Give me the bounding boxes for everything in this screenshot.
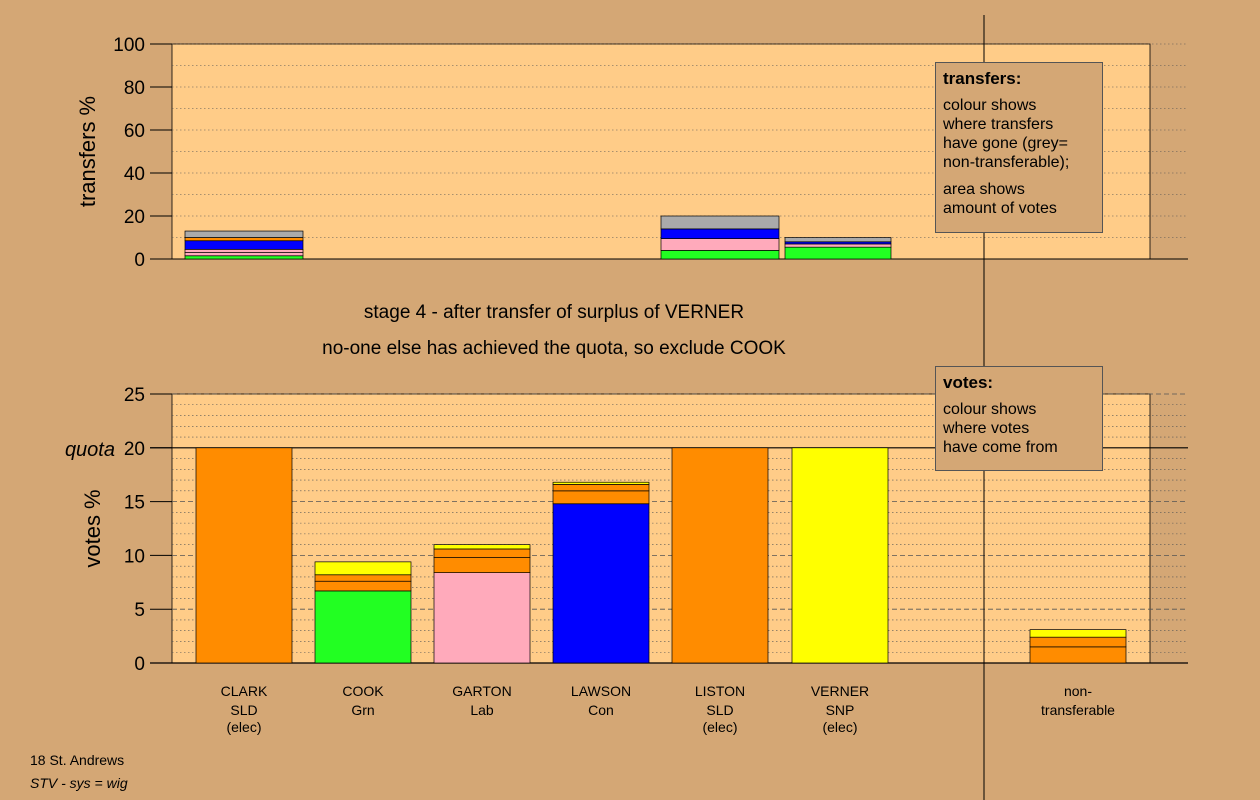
votes-bar-segment bbox=[314, 580, 412, 592]
votes-y-tick-label: 10 bbox=[124, 546, 145, 567]
candidate-party-label: Con bbox=[588, 702, 614, 718]
legend-transfers-line: have gone (grey= bbox=[943, 135, 1068, 152]
footer-system: STV - sys = wig bbox=[30, 775, 128, 791]
legend-transfers: transfers: colour shows where transfers … bbox=[935, 62, 1103, 233]
transfers-y-tick-label: 40 bbox=[124, 164, 145, 185]
votes-bar-segment bbox=[433, 544, 531, 550]
quota-label: quota bbox=[65, 439, 115, 461]
legend-transfers-line: amount of votes bbox=[943, 200, 1057, 217]
candidate-status-label: (elec) bbox=[226, 719, 261, 735]
nontransferable-label: transferable bbox=[1041, 702, 1115, 718]
votes-bar-segment bbox=[552, 503, 650, 664]
candidate-status-label: (elec) bbox=[822, 719, 857, 735]
legend-votes-title: votes: bbox=[943, 373, 994, 392]
legend-votes-line: have come from bbox=[943, 439, 1058, 456]
transfers-y-tick-label: 0 bbox=[134, 250, 145, 271]
votes-bar-segment bbox=[433, 557, 531, 573]
votes-y-tick-label: 5 bbox=[134, 600, 145, 621]
votes-y-tick-label: 15 bbox=[124, 493, 145, 514]
votes-y-tick-label: 20 bbox=[124, 439, 145, 460]
candidate-party-label: SLD bbox=[706, 702, 733, 718]
transfers-bar-segment bbox=[660, 228, 780, 239]
transfers-bar-segment bbox=[660, 215, 780, 230]
stage-text: stage 4 - after transfer of surplus of V… bbox=[364, 302, 744, 323]
transfers-bar-segment bbox=[784, 243, 892, 248]
candidate-name-label: CLARK bbox=[221, 683, 268, 699]
transfers-y-tick-label: 80 bbox=[124, 78, 145, 99]
transfers-bar-segment bbox=[660, 238, 780, 251]
transfers-y-axis-label: transfers % bbox=[75, 96, 100, 207]
candidate-party-label: SNP bbox=[826, 702, 855, 718]
legend-votes-line: colour shows bbox=[943, 401, 1037, 418]
transfers-bar-segment bbox=[184, 255, 304, 260]
candidate-name-label: GARTON bbox=[452, 683, 511, 699]
transfers-bar-segment bbox=[184, 240, 304, 250]
votes-bar-segment bbox=[433, 548, 531, 558]
action-text: no-one else has achieved the quota, so e… bbox=[322, 338, 786, 359]
votes-bar-segment bbox=[195, 447, 293, 664]
nontransferable-bar-segment bbox=[1029, 629, 1127, 638]
nontransferable-bar-segment bbox=[1029, 646, 1127, 664]
candidate-name-label: COOK bbox=[342, 683, 384, 699]
votes-bar-segment bbox=[314, 561, 412, 576]
candidate-name-label: LISTON bbox=[695, 683, 745, 699]
candidate-status-label: (elec) bbox=[702, 719, 737, 735]
candidate-party-label: Lab bbox=[470, 702, 494, 718]
legend-transfers-line: non-transferable); bbox=[943, 154, 1070, 171]
legend-votes-line: where votes bbox=[943, 420, 1030, 437]
transfers-bar-segment bbox=[784, 237, 892, 243]
transfers-y-tick-label: 100 bbox=[113, 35, 145, 56]
candidate-name-label: VERNER bbox=[811, 683, 869, 699]
transfers-bar-segment bbox=[184, 237, 304, 242]
votes-bar-segment bbox=[314, 590, 412, 664]
candidate-party-label: SLD bbox=[230, 702, 257, 718]
transfers-bar-segment bbox=[184, 252, 304, 257]
votes-bar-segment bbox=[552, 481, 650, 485]
transfers-bar-segment bbox=[184, 248, 304, 253]
votes-bar-segment bbox=[552, 490, 650, 505]
footer-constituency: 18 St. Andrews bbox=[30, 752, 125, 768]
votes-bar-segment bbox=[314, 574, 412, 582]
votes-bar-segment bbox=[671, 447, 769, 664]
legend-votes: votes: colour shows where votes have com… bbox=[935, 366, 1103, 471]
nontransferable-bar-segment bbox=[1029, 636, 1127, 648]
transfers-y-tick-label: 60 bbox=[124, 121, 145, 142]
votes-bar-segment bbox=[433, 572, 531, 664]
votes-y-axis-label: votes % bbox=[80, 489, 105, 567]
votes-y-tick-label: 25 bbox=[124, 385, 145, 406]
legend-transfers-line: where transfers bbox=[943, 116, 1054, 133]
transfers-bar-segment bbox=[660, 250, 780, 260]
votes-y-tick-label: 0 bbox=[134, 654, 145, 675]
votes-bar-segment bbox=[791, 447, 889, 664]
legend-transfers-line: area shows bbox=[943, 181, 1025, 198]
nontransferable-label: non- bbox=[1064, 683, 1092, 699]
transfers-bar-segment bbox=[184, 230, 304, 238]
transfers-y-tick-label: 20 bbox=[124, 207, 145, 228]
votes-bar-segment bbox=[552, 484, 650, 492]
transfers-bar-segment bbox=[784, 246, 892, 260]
legend-transfers-title: transfers: bbox=[943, 69, 1022, 88]
candidate-party-label: Grn bbox=[351, 702, 374, 718]
legend-transfers-line: colour shows bbox=[943, 97, 1037, 114]
candidate-name-label: LAWSON bbox=[571, 683, 631, 699]
